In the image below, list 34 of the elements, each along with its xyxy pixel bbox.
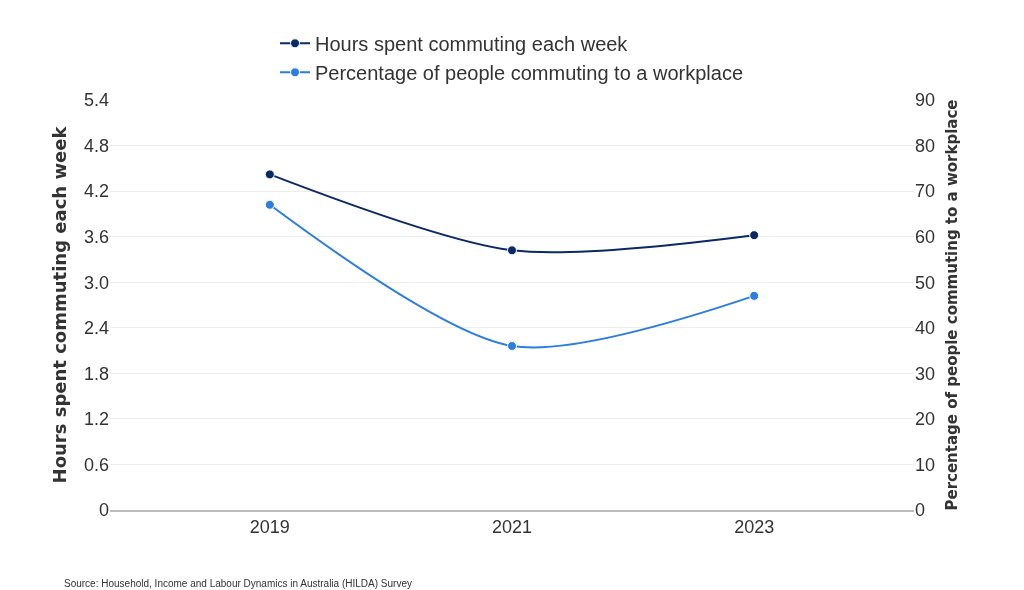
y2-tick-label: 90 [915, 90, 936, 111]
legend-label: Percentage of people commuting to a workplace [315, 62, 744, 85]
y2-tick-label: 0 [915, 500, 926, 521]
y-tick-label: 3.0 [83, 272, 109, 293]
legend-label: Hours spent commuting each week [315, 33, 629, 56]
x-tick-label: 2019 [249, 517, 290, 538]
y-tick-label: 0.6 [83, 454, 109, 475]
y-tick-label: 0 [98, 500, 109, 521]
point [749, 230, 760, 241]
y-tick-label: 1.8 [83, 363, 109, 384]
y-tick-label: 4.8 [83, 135, 109, 156]
y-tick-label: 2.4 [83, 318, 109, 339]
y2-tick-label: 20 [915, 409, 936, 430]
point [264, 199, 275, 210]
y2-tick-label: 40 [915, 318, 936, 339]
y-tick-label: 4.2 [83, 181, 109, 202]
y2-tick-label: 70 [915, 181, 936, 202]
source-note: Source: Household, Income and Labour Dynamics in Australia (HILDA) Survey [64, 578, 412, 589]
x-tick-label: 2021 [491, 517, 533, 538]
y2-tick-label: 60 [915, 226, 936, 247]
y2-tick-label: 10 [915, 454, 936, 475]
y-axis-title: Hours spent commuting each week [49, 125, 71, 484]
point [749, 290, 760, 301]
y2-tick-label: 80 [915, 135, 936, 156]
point [507, 245, 517, 256]
y2-tick-label: 30 [915, 363, 936, 384]
y-tick-label: 3.6 [83, 226, 109, 247]
point [507, 341, 517, 351]
y-tick-label: 1.2 [83, 409, 109, 430]
x-tick-label: 2023 [734, 517, 775, 538]
y-tick-label: 5.4 [83, 90, 109, 111]
y2-tick-label: 50 [915, 272, 936, 293]
y2-axis-title: Percentage of people commuting to a workplace [943, 99, 962, 511]
point [264, 169, 275, 180]
